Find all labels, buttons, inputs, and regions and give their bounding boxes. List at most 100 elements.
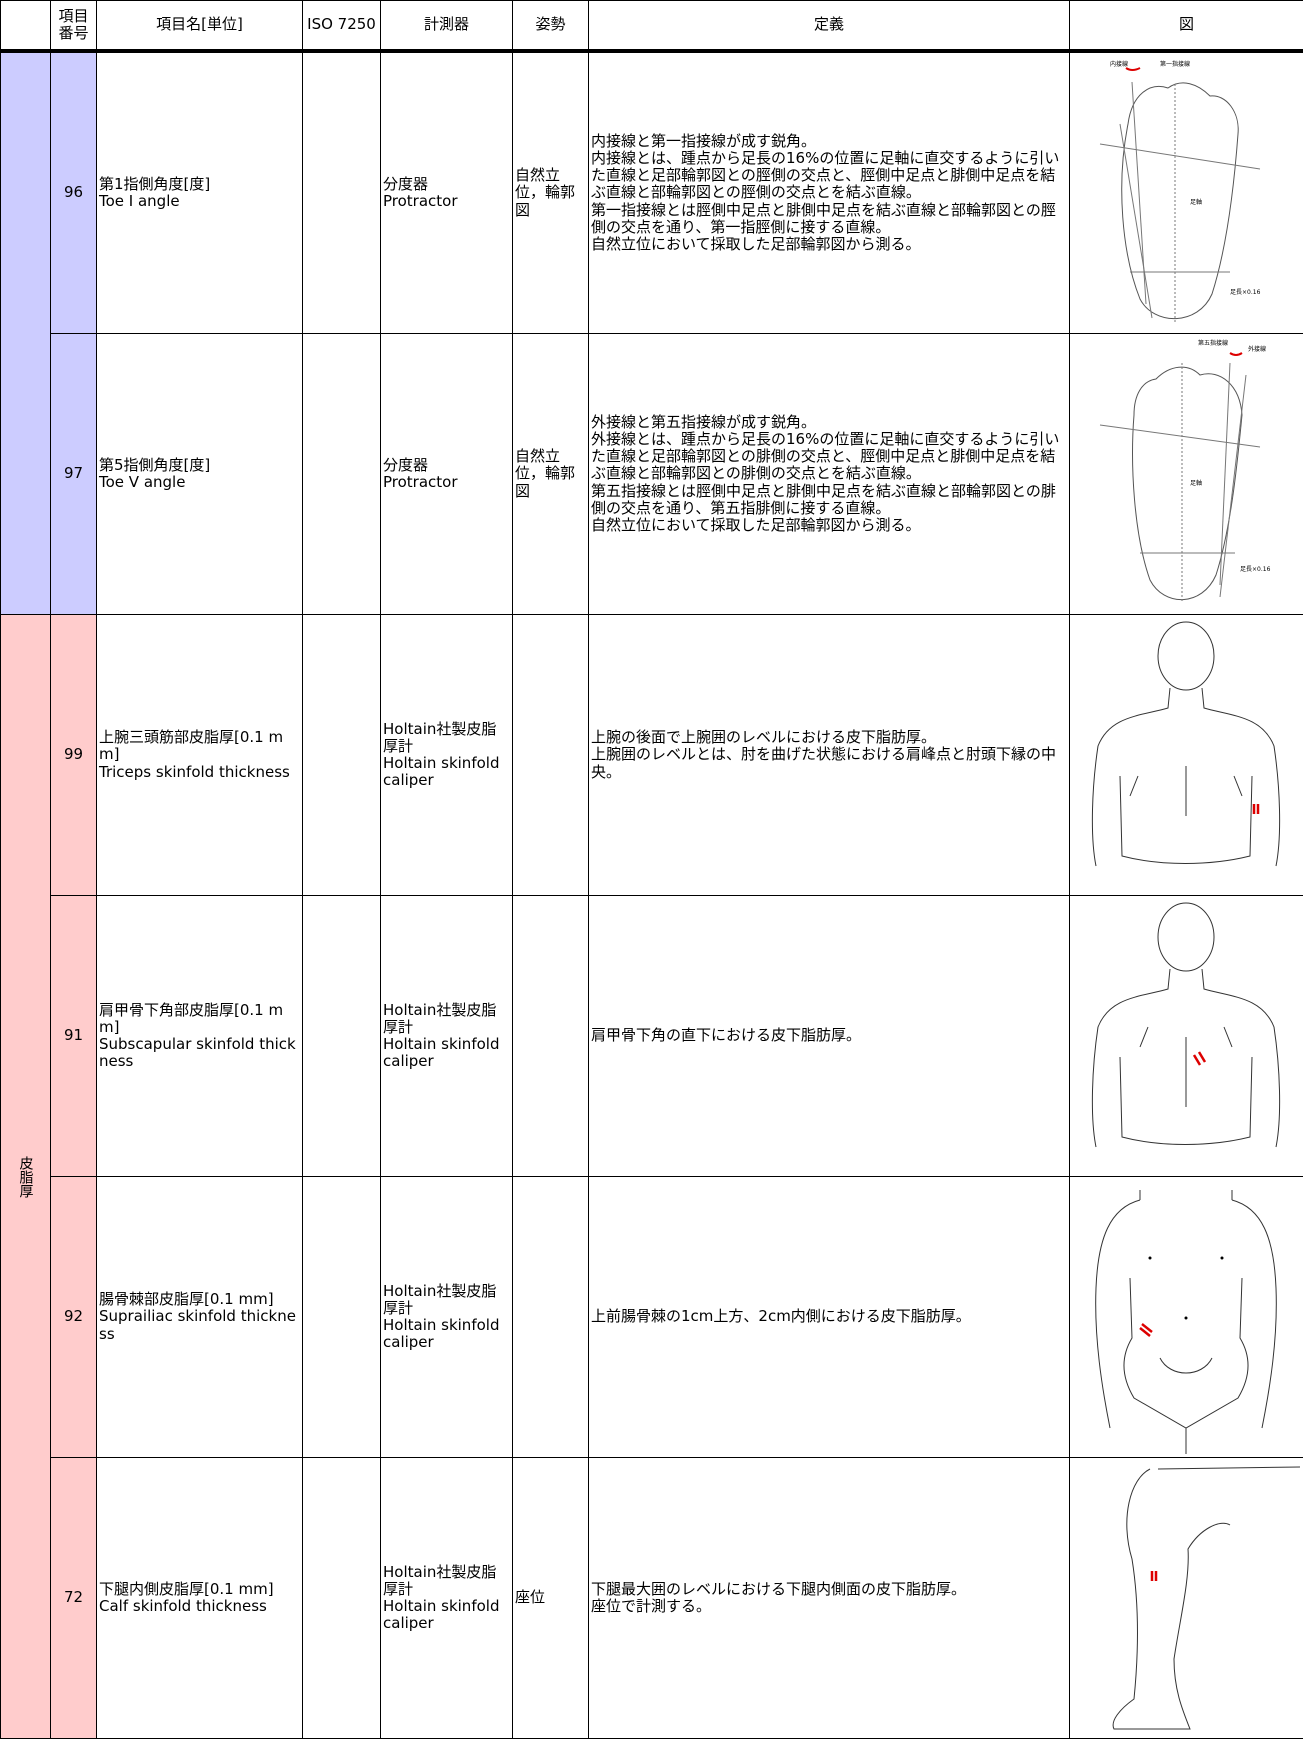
figure-label: 外接線 bbox=[1248, 345, 1266, 353]
definition-line: 自然立位において採取した足部輪郭図から測る。 bbox=[591, 517, 1067, 534]
item-number: 92 bbox=[64, 1307, 83, 1325]
iso-cell bbox=[303, 1458, 381, 1739]
posture-cell bbox=[513, 615, 589, 896]
number-cell: 97 bbox=[51, 334, 97, 615]
definition-cell: 外接線と第五指接線が成す鋭角。外接線とは、踵点から足長の16%の位置に足軸に直交… bbox=[589, 334, 1070, 615]
figure-shape bbox=[1230, 353, 1242, 355]
figure-cell bbox=[1070, 896, 1303, 1177]
item-number: 96 bbox=[64, 183, 83, 201]
figure-shape bbox=[1220, 375, 1246, 597]
header-cell: ISO 7250 bbox=[303, 1, 381, 52]
number-cell: 72 bbox=[51, 1458, 97, 1739]
figure-shape bbox=[1149, 1257, 1152, 1260]
posture-cell: 自然立位，輪郭図 bbox=[513, 51, 589, 334]
header-text: 項目名[単位] bbox=[156, 15, 243, 33]
figure-cell: 第五指接線外接線足軸足長×0.16 bbox=[1070, 334, 1303, 615]
item-name-en: Suprailiac skinfold thickness bbox=[99, 1308, 300, 1343]
posture: 座位 bbox=[515, 1589, 586, 1606]
figure-shape bbox=[1158, 903, 1214, 971]
definition-line: 内接線とは、踵点から足長の16%の位置に足軸に直交するように引いた直線と足部輪郭… bbox=[591, 150, 1067, 202]
figure-label: 第一指接線 bbox=[1160, 60, 1190, 68]
definition-line: 第一指接線とは脛側中足点と腓側中足点を結ぶ直線と部輪郭図との脛側の交点を通り、第… bbox=[591, 202, 1067, 237]
figure-cell bbox=[1070, 1458, 1303, 1739]
header-cell: 定義 bbox=[589, 1, 1070, 52]
item-name-en: Toe V angle bbox=[99, 474, 300, 491]
instrument-en: Holtain skinfold caliper bbox=[383, 1317, 510, 1352]
name-cell: 下腿内側皮脂厚[0.1 mm]Calf skinfold thickness bbox=[97, 1458, 303, 1739]
figure-shape bbox=[1092, 969, 1279, 1147]
item-name: 上腕三頭筋部皮脂厚[0.1 mm] bbox=[99, 729, 300, 764]
item-name-en: Subscapular skinfold thickness bbox=[99, 1036, 300, 1071]
posture: 自然立位，輪郭図 bbox=[515, 448, 586, 500]
instrument: 分度器 bbox=[383, 176, 510, 193]
instrument: 分度器 bbox=[383, 457, 510, 474]
instrument: Holtain社製皮脂厚計 bbox=[383, 721, 510, 756]
table-row: 91 肩甲骨下角部皮脂厚[0.1 mm]Subscapular skinfold … bbox=[1, 896, 1303, 1177]
iso-cell bbox=[303, 334, 381, 615]
definition-line: 外接線と第五指接線が成す鋭角。 bbox=[591, 414, 1067, 431]
header-cell: 項目番号 bbox=[51, 1, 97, 52]
item-name-en: Triceps skinfold thickness bbox=[99, 764, 300, 781]
figure-shape bbox=[1126, 68, 1140, 70]
header-text: 項目番号 bbox=[58, 7, 88, 42]
figure-shape bbox=[1132, 82, 1146, 304]
figure bbox=[1070, 1178, 1302, 1456]
group-cell: 皮脂厚 bbox=[1, 615, 51, 1739]
figure: 内接線第一指接線足軸足長×0.16 bbox=[1070, 54, 1302, 332]
header-cell: 図 bbox=[1070, 1, 1303, 52]
name-cell: 腸骨棘部皮脂厚[0.1 mm]Suprailiac skinfold thick… bbox=[97, 1177, 303, 1458]
instrument-en: Holtain skinfold caliper bbox=[383, 1036, 510, 1071]
item-number: 91 bbox=[64, 1026, 83, 1044]
definition-line: 上腕の後面で上腕囲のレベルにおける皮下脂肪厚。 bbox=[591, 729, 1067, 746]
figure-label: 内接線 bbox=[1110, 60, 1128, 68]
item-number: 97 bbox=[64, 464, 83, 482]
figure-shape bbox=[1092, 688, 1279, 866]
figure-shape bbox=[1113, 1467, 1300, 1729]
definition-line: 外接線とは、踵点から足長の16%の位置に足軸に直交するように引いた直線と足部輪郭… bbox=[591, 431, 1067, 483]
header-cell: 姿勢 bbox=[513, 1, 589, 52]
item-name-en: Toe I angle bbox=[99, 193, 300, 210]
item-name: 肩甲骨下角部皮脂厚[0.1 mm] bbox=[99, 1002, 300, 1037]
item-name: 下腿内側皮脂厚[0.1 mm] bbox=[99, 1581, 300, 1598]
iso-cell bbox=[303, 896, 381, 1177]
instrument: Holtain社製皮脂厚計 bbox=[383, 1002, 510, 1037]
instrument: Holtain社製皮脂厚計 bbox=[383, 1564, 510, 1599]
header-cell: 項目名[単位] bbox=[97, 1, 303, 52]
instrument-en: Holtain skinfold caliper bbox=[383, 1598, 510, 1633]
figure-cell bbox=[1070, 615, 1303, 896]
figure-shape bbox=[1194, 1055, 1200, 1065]
header-text: ISO 7250 bbox=[307, 15, 376, 33]
definition-cell: 下腿最大囲のレベルにおける下腿内側面の皮下脂肪厚。座位で計測する。 bbox=[589, 1458, 1070, 1739]
item-name: 第5指側角度[度] bbox=[99, 457, 300, 474]
figure-shape bbox=[1185, 1317, 1188, 1320]
number-cell: 96 bbox=[51, 51, 97, 334]
number-cell: 91 bbox=[51, 896, 97, 1177]
header-text: 計測器 bbox=[424, 15, 469, 33]
figure-label: 第五指接線 bbox=[1198, 339, 1228, 347]
definition-cell: 上前腸骨棘の1cm上方、2cm内側における皮下脂肪厚。 bbox=[589, 1177, 1070, 1458]
posture: 自然立位，輪郭図 bbox=[515, 167, 586, 219]
figure-cell bbox=[1070, 1177, 1303, 1458]
definition-line: 第五指接線とは脛側中足点と腓側中足点を結ぶ直線と部輪郭図との腓側の交点を通り、第… bbox=[591, 483, 1067, 518]
number-cell: 99 bbox=[51, 615, 97, 896]
item-name: 腸骨棘部皮脂厚[0.1 mm] bbox=[99, 1291, 300, 1308]
posture-cell bbox=[513, 896, 589, 1177]
definition-line: 上腕囲のレベルとは、肘を曲げた状態における肩峰点と肘頭下縁の中央。 bbox=[591, 746, 1067, 781]
definition-line: 肩甲骨下角の直下における皮下脂肪厚。 bbox=[591, 1027, 1067, 1044]
number-cell: 92 bbox=[51, 1177, 97, 1458]
header-cell bbox=[1, 1, 51, 52]
figure-cell: 内接線第一指接線足軸足長×0.16 bbox=[1070, 51, 1303, 334]
header-cell: 計測器 bbox=[381, 1, 513, 52]
definition-line: 自然立位において採取した足部輪郭図から測る。 bbox=[591, 236, 1067, 253]
posture-cell bbox=[513, 1177, 589, 1458]
posture-cell: 自然立位，輪郭図 bbox=[513, 334, 589, 615]
